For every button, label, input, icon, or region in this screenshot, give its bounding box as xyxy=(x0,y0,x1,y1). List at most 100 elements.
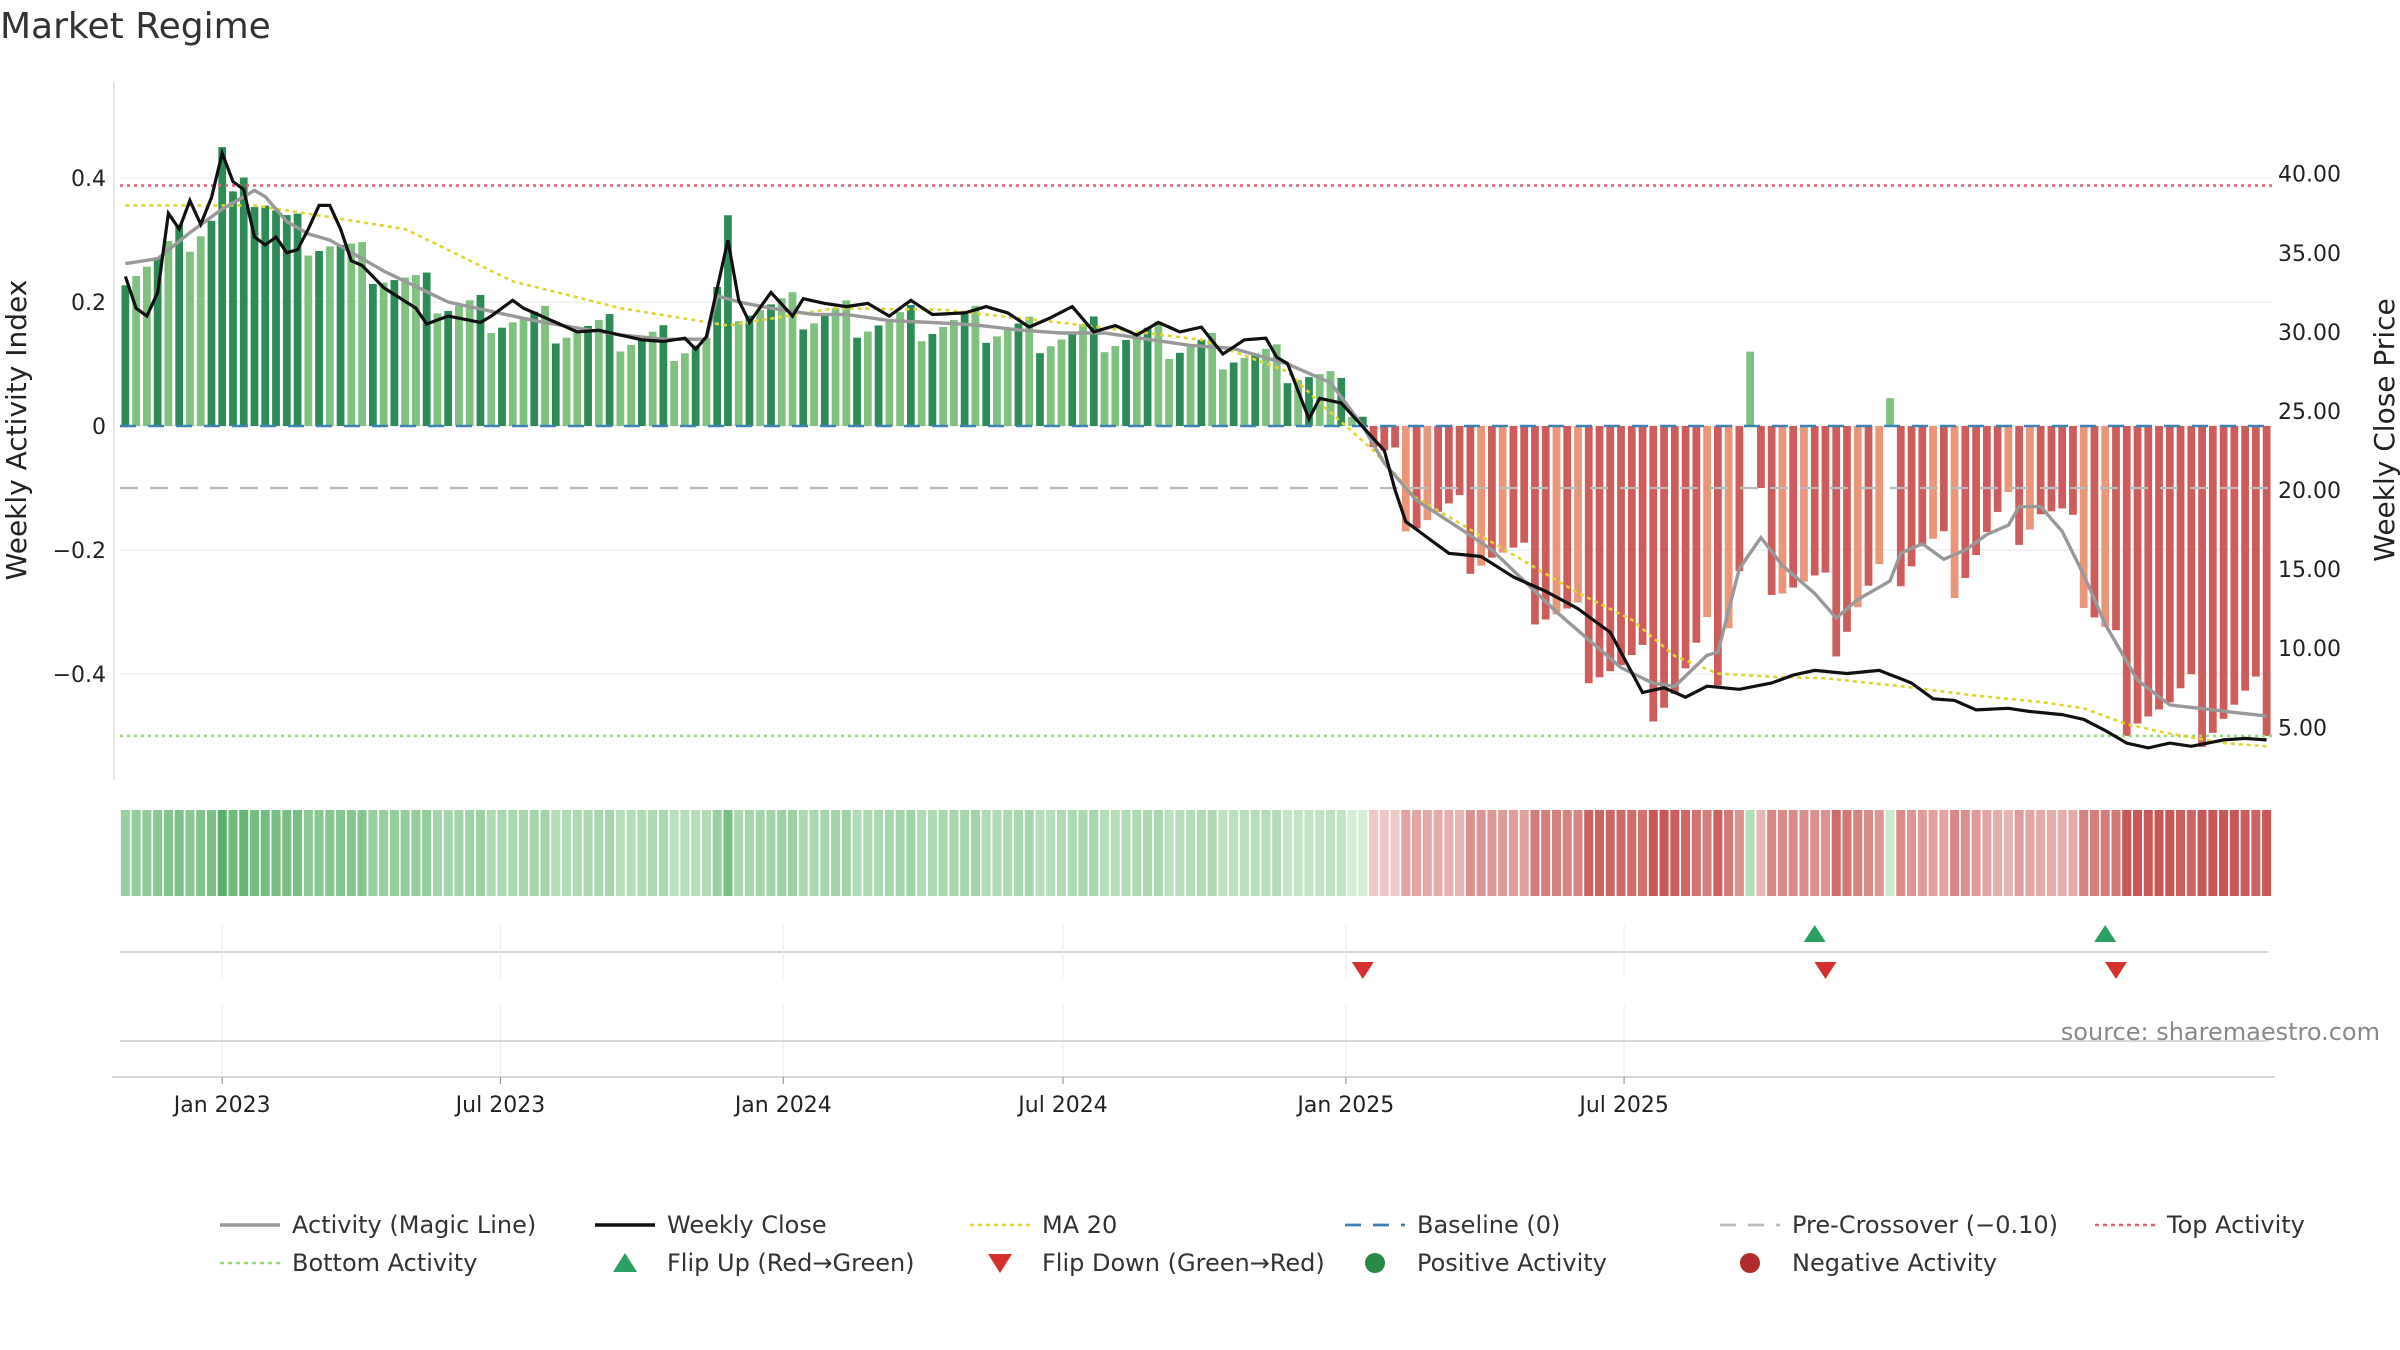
activity-bar xyxy=(605,314,614,426)
heat-cell xyxy=(2100,810,2110,896)
heat-cell xyxy=(831,810,841,896)
heat-cell xyxy=(1810,810,1820,896)
heat-cell xyxy=(1433,810,1443,896)
heat-cell xyxy=(1691,810,1701,896)
heat-cell xyxy=(852,810,862,896)
legend-swatch xyxy=(613,1253,637,1272)
activity-bar xyxy=(971,305,980,426)
activity-bar xyxy=(1929,426,1937,539)
heat-cell xyxy=(346,810,356,896)
heat-cell xyxy=(120,810,130,896)
activity-bar xyxy=(648,331,657,426)
activity-bar xyxy=(487,333,496,426)
right-tick-label: 5.00 xyxy=(2278,716,2327,741)
heat-cell xyxy=(1358,810,1368,896)
heat-cell xyxy=(1164,810,1174,896)
heat-cell xyxy=(1734,810,1744,896)
legend-label: Weekly Close xyxy=(667,1211,827,1239)
heat-cell xyxy=(1713,810,1723,896)
activity-bar xyxy=(2133,426,2142,724)
activity-bar xyxy=(788,292,797,426)
activity-bar xyxy=(2069,426,2077,515)
heat-cell xyxy=(551,810,561,896)
activity-bar xyxy=(1197,339,1206,426)
activity-bar xyxy=(358,242,366,426)
legend-item: Pre-Crossover (−0.10) xyxy=(1720,1211,2058,1239)
activity-bar xyxy=(1089,316,1098,426)
activity-bar xyxy=(1025,316,1034,426)
heat-cell xyxy=(658,810,668,896)
heat-cell xyxy=(2229,810,2239,896)
legend-item: Positive Activity xyxy=(1365,1249,1607,1277)
activity-bar xyxy=(1950,426,1959,598)
activity-bar xyxy=(272,210,280,426)
activity-bar xyxy=(1455,426,1464,496)
activity-bar xyxy=(1423,426,1432,521)
heat-cell xyxy=(2014,810,2024,896)
heat-cell xyxy=(1110,810,1120,896)
activity-bar xyxy=(2047,426,2056,512)
activity-bar xyxy=(799,329,808,426)
activity-bar xyxy=(573,331,582,426)
activity-bar xyxy=(551,343,560,426)
activity-bar xyxy=(1552,426,1561,615)
activity-bar xyxy=(175,224,184,426)
heat-cell xyxy=(1196,810,1206,896)
heat-cell xyxy=(1100,810,1110,896)
activity-bar xyxy=(2176,426,2185,689)
heat-cell xyxy=(917,810,927,896)
activity-bar xyxy=(1003,329,1012,426)
activity-bar xyxy=(1982,426,1991,532)
activity-bar xyxy=(627,344,635,426)
activity-bar xyxy=(1294,380,1303,426)
activity-bar xyxy=(1649,426,1658,722)
heat-cell xyxy=(1885,810,1895,896)
heat-cell xyxy=(1594,810,1605,896)
legend-item: Baseline (0) xyxy=(1345,1211,1560,1239)
activity-bar xyxy=(1617,426,1625,666)
magic-line xyxy=(125,188,2267,718)
heat-cell xyxy=(723,810,733,896)
activity-bar xyxy=(1563,426,1572,609)
activity-bar xyxy=(1348,416,1356,426)
heat-cell xyxy=(336,810,346,896)
activity-bar xyxy=(207,220,216,426)
heat-cell xyxy=(1584,810,1594,896)
heat-cell xyxy=(2068,810,2078,896)
heat-cell xyxy=(1304,810,1314,896)
heat-cell xyxy=(1272,810,1282,896)
activity-bar xyxy=(1466,426,1475,574)
heat-cell xyxy=(1896,810,1906,896)
activity-bar xyxy=(2058,426,2067,509)
legend-label: Pre-Crossover (−0.10) xyxy=(1792,1211,2058,1239)
heat-cell xyxy=(1487,810,1497,896)
flip-up-marker xyxy=(1803,925,1826,942)
heat-cell xyxy=(1046,810,1056,896)
heat-cell xyxy=(680,810,690,896)
heat-cell xyxy=(1842,810,1852,896)
heat-cell xyxy=(454,810,464,896)
heat-cell xyxy=(271,810,281,896)
activity-bar xyxy=(756,310,765,426)
left-tick-label: 0.2 xyxy=(71,291,106,316)
heat-cell xyxy=(1229,810,1239,896)
heat-cell xyxy=(2176,810,2186,896)
heat-cell xyxy=(249,810,260,896)
activity-bar xyxy=(519,317,528,426)
activity-bar xyxy=(250,207,259,426)
heat-cell xyxy=(863,810,873,896)
activity-bar xyxy=(1735,426,1744,572)
heat-cell xyxy=(1035,810,1045,896)
activity-bar xyxy=(1208,332,1217,426)
ma20-line xyxy=(125,204,2267,748)
heat-cell xyxy=(2122,810,2132,896)
activity-bar xyxy=(670,360,679,426)
activity-bar xyxy=(1498,426,1507,553)
series-lines xyxy=(123,147,2267,750)
x-tick-label: Jan 2024 xyxy=(733,1093,832,1118)
heat-cell xyxy=(1627,810,1637,896)
activity-bar xyxy=(2122,426,2131,736)
heat-cell xyxy=(895,810,905,896)
activity-bar xyxy=(896,312,904,426)
heat-cell xyxy=(1777,810,1787,896)
